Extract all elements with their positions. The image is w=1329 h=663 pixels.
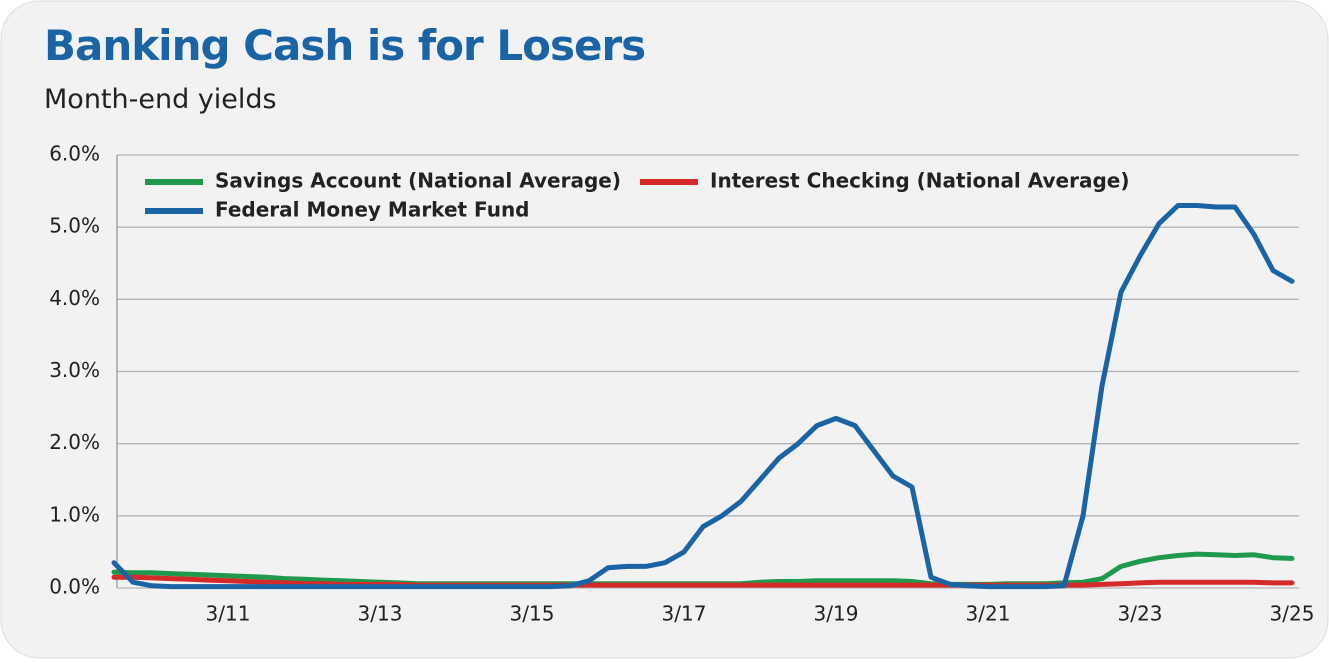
x-tick-label: 3/23 (1118, 602, 1163, 626)
chart-title: Banking Cash is for Losers (44, 21, 645, 70)
x-tick-label: 3/25 (1270, 602, 1315, 626)
x-tick-label: 3/19 (814, 602, 859, 626)
legend-label: Interest Checking (National Average) (710, 169, 1130, 193)
x-tick-label: 3/17 (662, 602, 707, 626)
legend-label: Federal Money Market Fund (215, 198, 530, 222)
y-tick-label: 6.0% (49, 142, 100, 166)
y-tick-label: 2.0% (49, 430, 100, 454)
x-tick-label: 3/11 (206, 602, 251, 626)
series-line (111, 203, 1295, 590)
y-tick-label: 4.0% (49, 286, 100, 310)
chart-subtitle: Month-end yields (44, 84, 277, 115)
series-line (111, 574, 1295, 588)
y-tick-label: 3.0% (49, 358, 100, 382)
y-tick-label: 0.0% (49, 575, 100, 599)
y-tick-label: 1.0% (49, 502, 100, 526)
x-tick-label: 3/13 (358, 602, 403, 626)
legend-label: Savings Account (National Average) (215, 169, 621, 193)
x-tick-label: 3/21 (966, 602, 1011, 626)
x-tick-label: 3/15 (510, 602, 555, 626)
y-tick-label: 5.0% (49, 214, 100, 238)
